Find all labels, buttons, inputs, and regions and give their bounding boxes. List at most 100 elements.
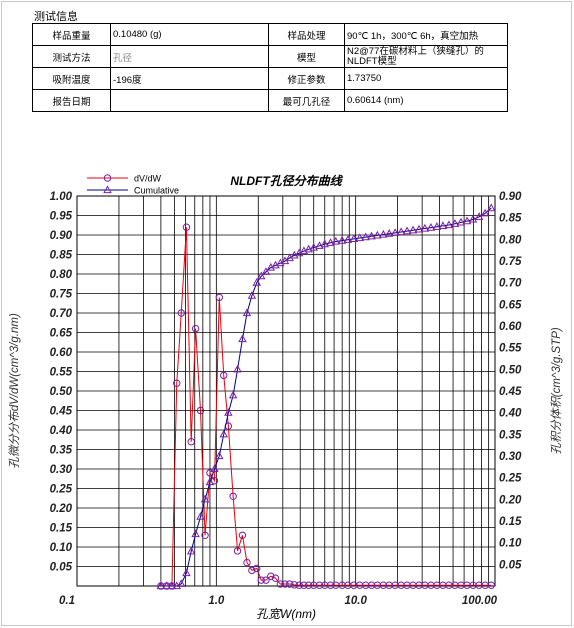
cumulative-point [191,529,200,538]
dvdw-point [238,531,247,539]
cumulative-point [438,221,448,229]
dvdw-point [196,406,205,415]
dvdw-point [326,581,335,589]
cumulative-point [315,241,324,249]
y-right-tick-label: 0.20 [499,494,522,506]
cumulative-point [233,364,242,373]
cumulative-point [349,234,359,242]
dvdw-point [229,492,237,500]
cumulative-point [320,239,330,248]
y-left-tick-label: 0.25 [50,484,73,496]
cumulative-point [182,568,191,577]
dvdw-point [191,324,200,333]
section-title: 测试信息 [34,11,78,23]
cumulative-point [228,390,238,399]
cumulative-point [177,579,186,587]
plot-frame [76,195,496,587]
dvdw-point [243,558,251,567]
series-line-dvdw [160,227,492,587]
cumulative-point [326,238,335,246]
y-left-tick-label: 0.65 [50,328,73,340]
dvdw-point [253,564,261,573]
dvdw-point [248,566,256,575]
dvdw-point [173,379,181,387]
y-left-tick-label: 0.45 [50,406,73,418]
y-right-tick-label: 0.35 [499,429,522,441]
y-right-tick-label: 0.90 [499,191,522,203]
label-most-probable-pore: 最可几孔径 [268,89,345,112]
cumulative-point [432,222,442,230]
grid-lines [76,195,495,586]
x-tick-label: 10.0 [344,595,367,607]
dvdw-point [215,293,223,302]
cumulative-point [379,229,388,238]
x-tick-label: 100.00 [462,595,498,607]
dvdw-point [310,581,318,589]
cumulative-point [261,267,271,275]
dvdw-point [281,580,289,588]
y-right-tick-label: 0.25 [499,473,522,485]
y-left-tick-label: 0.40 [50,425,73,437]
x-tick-label: 0.1 [59,595,75,607]
y-left-tick-label: 0.75 [50,289,73,301]
cumulative-point [219,429,228,438]
y-right-tick-label: 0.45 [499,386,522,398]
dvdw-point [187,438,195,446]
y-right-tick-label: 0.85 [499,213,522,225]
y-right-tick-label: 0.75 [499,256,522,268]
x-axis-label: 孔宽W(nm) [256,607,316,621]
y-right-tick-label: 0.70 [499,278,522,290]
legend-label: dV/dW [134,174,162,184]
cumulative-point [367,231,376,240]
info-row: 测试方法 孔径 模型 N2@77在碳材料上（狭缝孔）的NLDFT模型 [32,45,508,68]
cumulative-point [487,203,496,212]
cumulative-point [252,278,261,286]
dvdw-point [304,581,313,589]
y-right-tick-label: 0.80 [499,234,522,246]
y-left-tick-label: 0.20 [50,503,73,515]
cumulative-point [238,334,247,343]
cumulative-point [309,242,318,251]
y-left-tick-label: 0.60 [50,347,73,359]
dvdw-point [315,581,324,589]
dvdw-point [201,531,209,539]
y-right-axis-label: 孔积分体积(cm^3/g.STP) [550,327,563,455]
dvdw-point [361,581,370,589]
dvdw-point [290,581,299,589]
cumulative-point [402,226,412,235]
y-left-tick-label: 0.15 [50,523,73,535]
legend-label: Cumulative [134,186,179,196]
y-left-tick-label: 0.05 [50,562,73,574]
y-right-tick-label: 0.30 [499,451,522,463]
chart-title: NLDFT孔径分布曲线 [230,174,343,188]
legend-marker [103,185,112,194]
dvdw-point [487,581,495,589]
dvdw-point [300,581,308,589]
dvdw-point [285,580,294,588]
cumulative-point [200,494,210,503]
y-right-tick-label: 0.50 [499,364,522,376]
y-right-tick-label: 0.05 [499,559,522,571]
info-row: 报告日期 最可几孔径 0.60614 (nm) [32,89,508,112]
legend-marker [103,174,112,182]
y-left-tick-label: 0.30 [50,464,73,476]
y-left-tick-label: 0.80 [50,269,73,281]
dvdw-point [220,371,228,380]
y-left-axis-label: 孔微分分布dV/dW(cm^3/g.nm) [8,313,21,469]
cumulative-point [167,581,177,590]
y-left-tick-label: 0.90 [50,230,73,242]
cumulative-point [373,230,382,239]
cumulative-point [390,228,400,236]
cumulative-point [304,244,313,253]
y-left-tick-label: 1.00 [50,191,73,203]
dvdw-point [295,581,303,589]
series-line-cumulative [160,207,492,587]
cumulative-point [242,308,252,317]
cumulative-point [414,224,424,233]
y-left-tick-label: 0.95 [50,211,73,223]
y-left-tick-label: 0.50 [50,386,73,398]
dvdw-point [321,581,329,589]
cumulative-point [215,451,224,460]
